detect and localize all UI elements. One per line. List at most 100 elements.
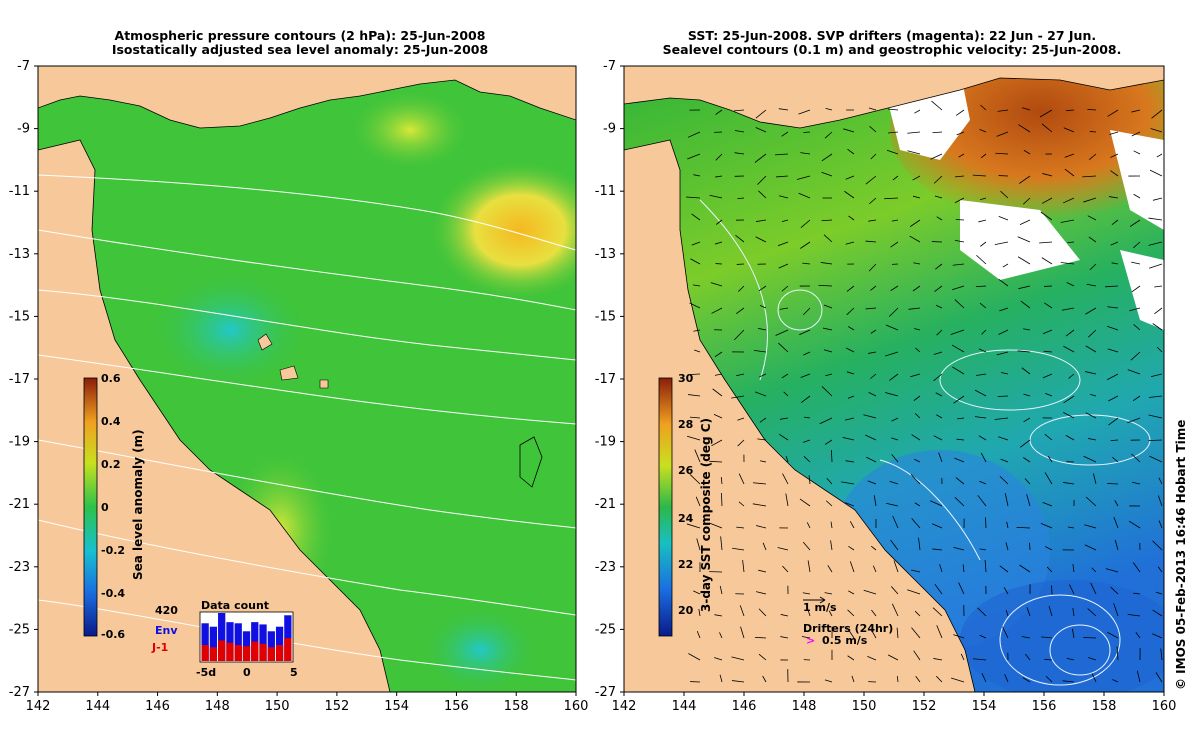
velocity-arrow bbox=[844, 417, 855, 421]
velocity-arrow bbox=[1148, 414, 1163, 419]
velocity-arrow bbox=[799, 498, 811, 507]
velocity-arrow bbox=[1105, 568, 1119, 573]
velocity-arrow bbox=[731, 656, 745, 661]
velocity-arrow bbox=[1066, 109, 1075, 112]
right-ytick-label: -13 bbox=[595, 247, 616, 262]
velocity-arrow bbox=[848, 326, 855, 331]
velocity-arrow bbox=[1042, 501, 1053, 507]
left-ytick-label: -13 bbox=[9, 247, 30, 262]
velocity-arrow bbox=[978, 219, 987, 223]
velocity-arrow bbox=[885, 324, 899, 331]
velocity-arrow bbox=[803, 439, 811, 443]
velocity-arrow bbox=[980, 153, 987, 159]
left-ytick-label: -15 bbox=[9, 309, 30, 324]
velocity-arrow bbox=[1116, 646, 1119, 661]
velocity-arrow bbox=[978, 435, 987, 441]
velocity-arrow bbox=[952, 366, 965, 375]
velocity-arrow bbox=[1131, 285, 1141, 293]
velocity-arrow bbox=[759, 373, 767, 378]
velocity-arrow bbox=[930, 500, 943, 507]
velocity-arrow bbox=[958, 582, 965, 595]
australia-land bbox=[38, 139, 391, 692]
velocity-arrow bbox=[865, 240, 877, 243]
velocity-arrow bbox=[800, 152, 811, 155]
velocity-arrow bbox=[1083, 197, 1097, 203]
velocity-arrow bbox=[849, 521, 855, 529]
velocity-arrow bbox=[690, 258, 701, 265]
velocity-arrow bbox=[998, 329, 1009, 335]
velocity-arrow bbox=[980, 104, 987, 111]
velocity-arrow bbox=[1158, 477, 1163, 485]
velocity-arrow bbox=[824, 679, 833, 683]
velocity-arrow bbox=[1087, 108, 1097, 111]
left-xtick-label: 150 bbox=[265, 699, 290, 714]
velocity-arrow bbox=[934, 285, 943, 292]
velocity-arrow bbox=[1133, 150, 1141, 155]
velocity-arrow bbox=[825, 500, 833, 507]
velocity-arrow bbox=[977, 495, 987, 507]
velocity-arrow bbox=[865, 175, 877, 185]
inset-bar-j1 bbox=[234, 645, 242, 661]
velocity-arrow bbox=[687, 153, 701, 160]
velocity-arrow bbox=[1148, 395, 1163, 398]
velocity-arrows bbox=[686, 100, 1163, 683]
velocity-arrow bbox=[1017, 256, 1031, 265]
velocity-arrow bbox=[1133, 592, 1141, 595]
velocity-arrow bbox=[888, 108, 899, 111]
velocity-arrow bbox=[848, 590, 855, 595]
velocity-arrow bbox=[1151, 109, 1163, 119]
inset-legend-j1: J-1 bbox=[151, 641, 168, 654]
velocity-arrow bbox=[1045, 392, 1053, 397]
velocity-arrow bbox=[1000, 458, 1009, 463]
right-ytick-label: -19 bbox=[595, 435, 616, 450]
velocity-arrow bbox=[1156, 346, 1163, 353]
data-count-inset: 420 Env J-1 Data count -5d 0 5 bbox=[151, 599, 298, 679]
inset-bars bbox=[201, 613, 292, 661]
sla-high-anomaly bbox=[430, 160, 576, 300]
velocity-arrow bbox=[845, 502, 855, 507]
sla-tick-0.2: 0.2 bbox=[101, 458, 121, 471]
velocity-arrow bbox=[1087, 215, 1097, 221]
velocity-arrow bbox=[709, 194, 723, 199]
velocity-arrow bbox=[1023, 417, 1031, 423]
left-xtick-label: 156 bbox=[444, 699, 469, 714]
inset-bar-j1 bbox=[259, 643, 267, 661]
velocity-arrow bbox=[755, 591, 767, 595]
velocity-arrow bbox=[1089, 131, 1097, 133]
velocity-arrow bbox=[1087, 608, 1097, 617]
velocity-arrow bbox=[689, 474, 701, 485]
velocity-arrow bbox=[1085, 412, 1097, 419]
velocity-arrow bbox=[753, 349, 767, 353]
velocity-arrow bbox=[1088, 438, 1097, 441]
velocity-arrow bbox=[1107, 109, 1119, 117]
velocity-arrow bbox=[1084, 524, 1097, 529]
right-ytick-label: -9 bbox=[603, 122, 616, 137]
velocity-arrow bbox=[1082, 175, 1097, 178]
velocity-arrow bbox=[1150, 373, 1163, 377]
velocity-arrow bbox=[1106, 325, 1119, 331]
velocity-arrow bbox=[1105, 285, 1119, 288]
left-xtick-label: 146 bbox=[145, 699, 170, 714]
velocity-arrow bbox=[1148, 439, 1163, 442]
inset-bar-j1 bbox=[267, 647, 275, 661]
right-xtick-label: 160 bbox=[1152, 699, 1177, 714]
velocity-arrow bbox=[915, 676, 921, 683]
velocity-arrow bbox=[1136, 670, 1141, 683]
velocity-arrow bbox=[1131, 261, 1141, 265]
right-title-line2: Sealevel contours (0.1 m) and geostrophi… bbox=[663, 42, 1122, 57]
velocity-arrow bbox=[891, 219, 899, 222]
velocity-arrow bbox=[1128, 520, 1141, 529]
velocity-arrow bbox=[1083, 455, 1097, 463]
velocity-arrow bbox=[698, 608, 701, 617]
new-caledonia-outline bbox=[519, 436, 543, 488]
velocity-arrow bbox=[1019, 439, 1031, 448]
velocity-arrow bbox=[714, 614, 723, 617]
velocity-arrow bbox=[734, 152, 745, 155]
velocity-arrow bbox=[896, 675, 899, 683]
left-ytick-label: -9 bbox=[17, 122, 30, 137]
velocity-arrow bbox=[890, 586, 899, 595]
velocity-arrow bbox=[1155, 591, 1163, 595]
velocity-arrow bbox=[962, 564, 965, 573]
velocity-arrow bbox=[693, 329, 701, 332]
velocity-arrow bbox=[800, 241, 811, 249]
